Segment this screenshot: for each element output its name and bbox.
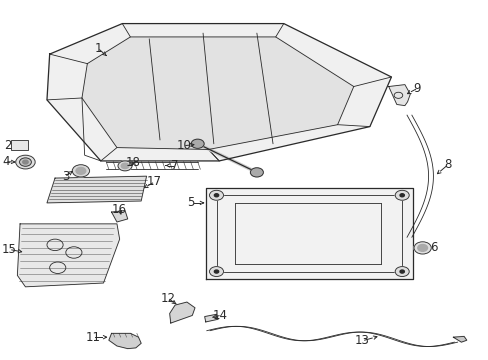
Circle shape [394,267,408,276]
Circle shape [121,163,128,168]
Text: 13: 13 [354,334,368,347]
Circle shape [20,158,31,166]
Text: 16: 16 [112,203,127,216]
Text: 17: 17 [147,175,162,188]
FancyBboxPatch shape [11,140,28,150]
Text: 12: 12 [160,292,175,305]
Polygon shape [388,85,409,105]
Circle shape [118,161,132,171]
Text: 5: 5 [187,197,195,210]
Circle shape [72,165,89,177]
Polygon shape [111,211,127,222]
Polygon shape [452,336,466,342]
Text: 9: 9 [413,82,420,95]
Polygon shape [82,37,353,149]
Circle shape [23,160,28,164]
Circle shape [250,168,263,177]
Text: 18: 18 [125,156,140,169]
Circle shape [214,194,218,197]
Text: 1: 1 [94,42,102,55]
Circle shape [16,155,35,169]
Polygon shape [169,302,195,323]
Text: 6: 6 [429,242,436,255]
Text: 2: 2 [4,139,12,152]
Text: 10: 10 [177,139,191,152]
Polygon shape [204,314,218,322]
Circle shape [417,244,427,251]
Polygon shape [18,224,120,287]
Circle shape [191,139,203,148]
Circle shape [394,190,408,200]
Circle shape [399,270,404,273]
Circle shape [214,270,218,273]
Polygon shape [109,333,141,348]
Circle shape [209,267,223,276]
Text: 15: 15 [2,243,17,256]
Circle shape [209,190,223,200]
Circle shape [76,167,85,174]
Polygon shape [47,176,146,203]
Text: 14: 14 [212,309,227,322]
Circle shape [413,242,430,254]
Text: 4: 4 [3,155,10,168]
Text: 8: 8 [443,158,451,171]
Text: 3: 3 [62,170,69,183]
Text: 11: 11 [85,331,100,344]
Polygon shape [205,188,412,279]
Circle shape [399,194,404,197]
Polygon shape [47,24,390,161]
Text: 7: 7 [171,159,179,172]
